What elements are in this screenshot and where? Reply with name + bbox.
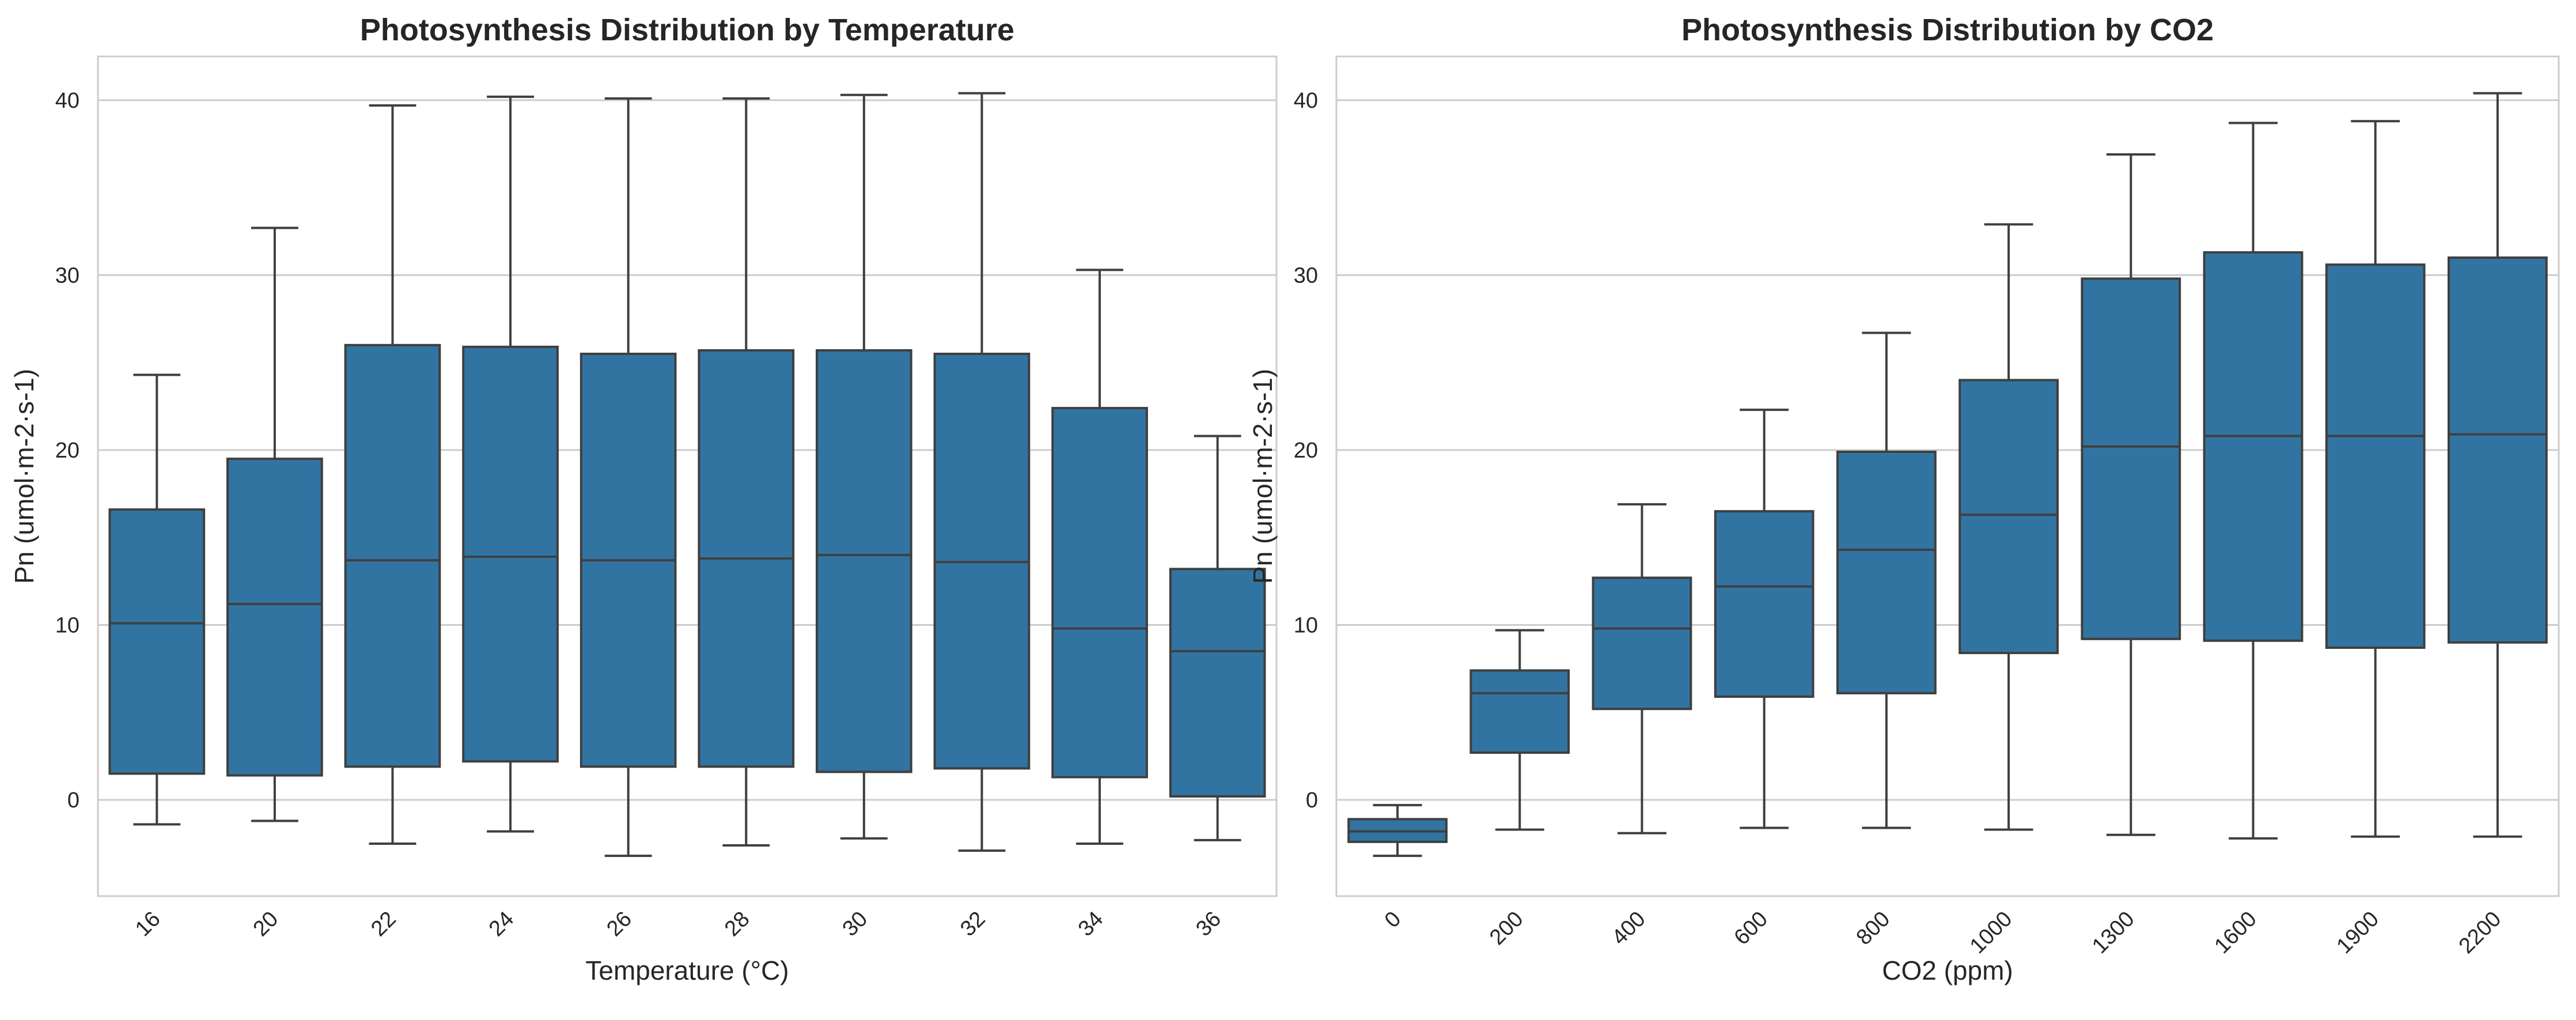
x-tick-label: 800 xyxy=(1852,907,1895,950)
x-tick-label: 400 xyxy=(1607,907,1650,950)
x-tick-label: 600 xyxy=(1730,907,1773,950)
plot-frame xyxy=(97,55,1278,897)
x-tick-label: 30 xyxy=(838,907,873,942)
y-tick-label: 30 xyxy=(1294,263,1318,288)
x-tick-label: 22 xyxy=(366,907,401,942)
x-axis-label: Temperature (°C) xyxy=(585,955,789,985)
plot-frame xyxy=(1335,55,2560,897)
box-26 xyxy=(579,97,677,857)
y-tick-label: 30 xyxy=(55,263,79,288)
y-tick-label: 10 xyxy=(1294,614,1318,638)
box-24 xyxy=(462,95,559,833)
box-1600 xyxy=(2203,122,2304,840)
box-1900 xyxy=(2325,120,2426,838)
iqr-box xyxy=(344,343,441,768)
x-tick-label: 200 xyxy=(1485,907,1528,950)
box-20 xyxy=(226,226,323,822)
x-tick-label: 24 xyxy=(484,907,519,942)
iqr-box xyxy=(1592,576,1692,711)
iqr-box xyxy=(2448,256,2548,644)
y-tick-label: 40 xyxy=(55,89,79,113)
box-36 xyxy=(1169,435,1266,841)
box-30 xyxy=(816,93,912,840)
iqr-box xyxy=(226,458,323,777)
iqr-box xyxy=(108,508,206,775)
x-tick-label: 28 xyxy=(720,907,755,942)
y-axis-label: Pn (umol·m-2·s-1) xyxy=(1248,369,1278,584)
x-axis-label: CO2 (ppm) xyxy=(1882,955,2013,985)
y-tick-label: 20 xyxy=(55,439,79,463)
chart-title: Photosynthesis Distribution by Temperatu… xyxy=(360,13,1014,47)
x-tick-label: 16 xyxy=(131,907,165,942)
iqr-box xyxy=(1169,568,1266,798)
iqr-box xyxy=(462,345,559,763)
iqr-box xyxy=(1714,510,1814,698)
x-tick-label: 1900 xyxy=(2332,907,2384,958)
box-16 xyxy=(108,373,206,826)
box-200 xyxy=(1469,629,1570,831)
y-tick-label: 40 xyxy=(1294,89,1318,113)
y-tick-label: 20 xyxy=(1294,439,1318,463)
iqr-box xyxy=(816,349,912,773)
iqr-box xyxy=(1958,379,2059,655)
x-tick-label: 34 xyxy=(1074,907,1108,942)
y-axis-label: Pn (umol·m-2·s-1) xyxy=(9,369,39,584)
box-28 xyxy=(698,97,795,847)
box-600 xyxy=(1714,409,1814,829)
x-tick-label: 32 xyxy=(956,907,990,942)
box-0 xyxy=(1347,804,1448,857)
x-tick-label: 36 xyxy=(1191,907,1226,942)
y-tick-label: 0 xyxy=(67,788,79,813)
x-tick-label: 0 xyxy=(1380,907,1406,933)
chart-title: Photosynthesis Distribution by CO2 xyxy=(1681,13,2214,47)
box-400 xyxy=(1592,503,1692,834)
box-1000 xyxy=(1958,223,2059,831)
iqr-box xyxy=(1836,451,1937,694)
x-tick-label: 20 xyxy=(249,907,283,942)
x-tick-label: 1000 xyxy=(1965,907,2017,958)
box-32 xyxy=(933,92,1031,852)
iqr-box xyxy=(2081,277,2181,640)
y-tick-label: 0 xyxy=(1306,788,1318,813)
x-tick-label: 1600 xyxy=(2210,907,2261,958)
iqr-box xyxy=(2203,251,2304,642)
iqr-box xyxy=(2325,263,2426,649)
x-tick-label: 26 xyxy=(602,907,637,942)
iqr-box xyxy=(1469,669,1570,754)
box-22 xyxy=(344,104,441,845)
iqr-box xyxy=(1051,407,1148,779)
y-tick-label: 10 xyxy=(55,614,79,638)
box-1300 xyxy=(2081,153,2181,836)
x-tick-label: 2200 xyxy=(2454,907,2506,958)
box-800 xyxy=(1836,331,1937,829)
x-tick-label: 1300 xyxy=(2088,907,2139,958)
box-34 xyxy=(1051,269,1148,845)
box-2200 xyxy=(2448,92,2548,838)
chart-panel-1: 0 10 20 30 40 16 20 22 24 26 28 30 32 34 36 Photosynthe… xyxy=(9,13,1278,985)
